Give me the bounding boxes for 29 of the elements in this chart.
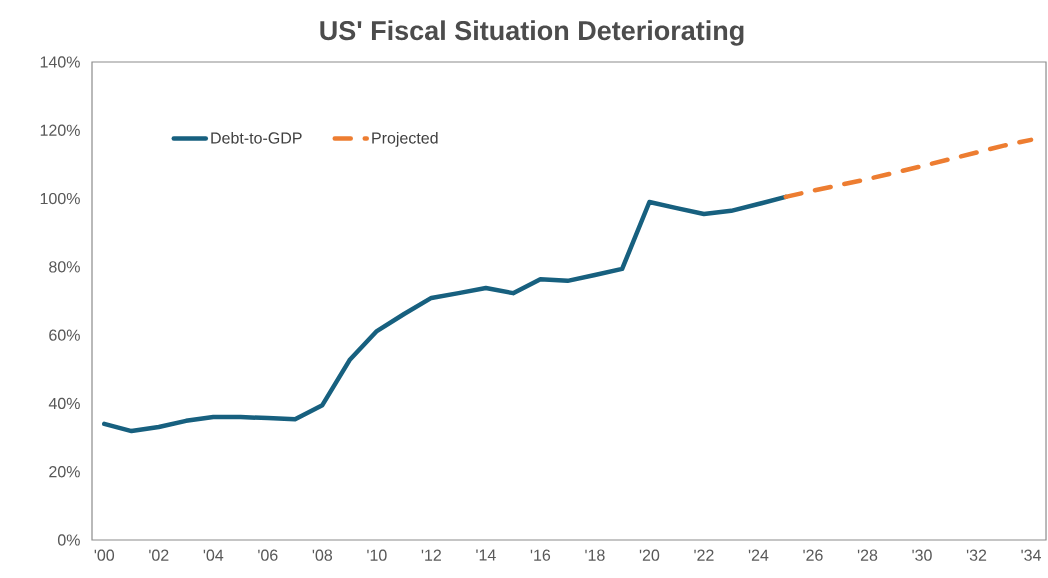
x-tick-label: '00 — [94, 549, 115, 561]
x-tick-label: '24 — [748, 549, 769, 561]
legend-label: Debt-to-GDP — [211, 131, 302, 144]
x-tick-label: '08 — [312, 549, 333, 561]
legend-label: Projected — [372, 131, 438, 147]
x-tick-label: '20 — [639, 549, 660, 561]
x-tick-label: '26 — [803, 549, 823, 561]
y-tick-label: 120% — [40, 124, 80, 136]
x-tick-label: '06 — [258, 549, 278, 561]
x-tick-label: '22 — [694, 549, 714, 561]
y-tick-label: 20% — [49, 466, 80, 478]
x-tick-label: '10 — [367, 549, 387, 561]
y-tick-label: 60% — [49, 329, 80, 341]
y-tick-label: 0% — [57, 534, 80, 546]
x-tick-label: '28 — [857, 549, 878, 561]
x-tick-label: '30 — [912, 549, 932, 561]
x-tick-label: '18 — [585, 549, 605, 561]
chart-title: US' Fiscal Situation Deteriorating — [320, 20, 744, 46]
x-tick-label: '02 — [149, 549, 169, 561]
x-tick-label: '14 — [476, 549, 496, 561]
x-tick-label: '12 — [421, 549, 441, 561]
x-tick-label: '04 — [203, 549, 224, 561]
y-tick-label: 140% — [40, 56, 80, 68]
y-tick-label: 40% — [48, 397, 80, 410]
y-tick-label: 100% — [40, 192, 80, 205]
x-tick-label: '16 — [530, 549, 551, 561]
y-tick-label: 80% — [49, 261, 80, 273]
x-tick-label: '34 — [1021, 549, 1041, 561]
x-tick-label: '32 — [966, 549, 987, 561]
